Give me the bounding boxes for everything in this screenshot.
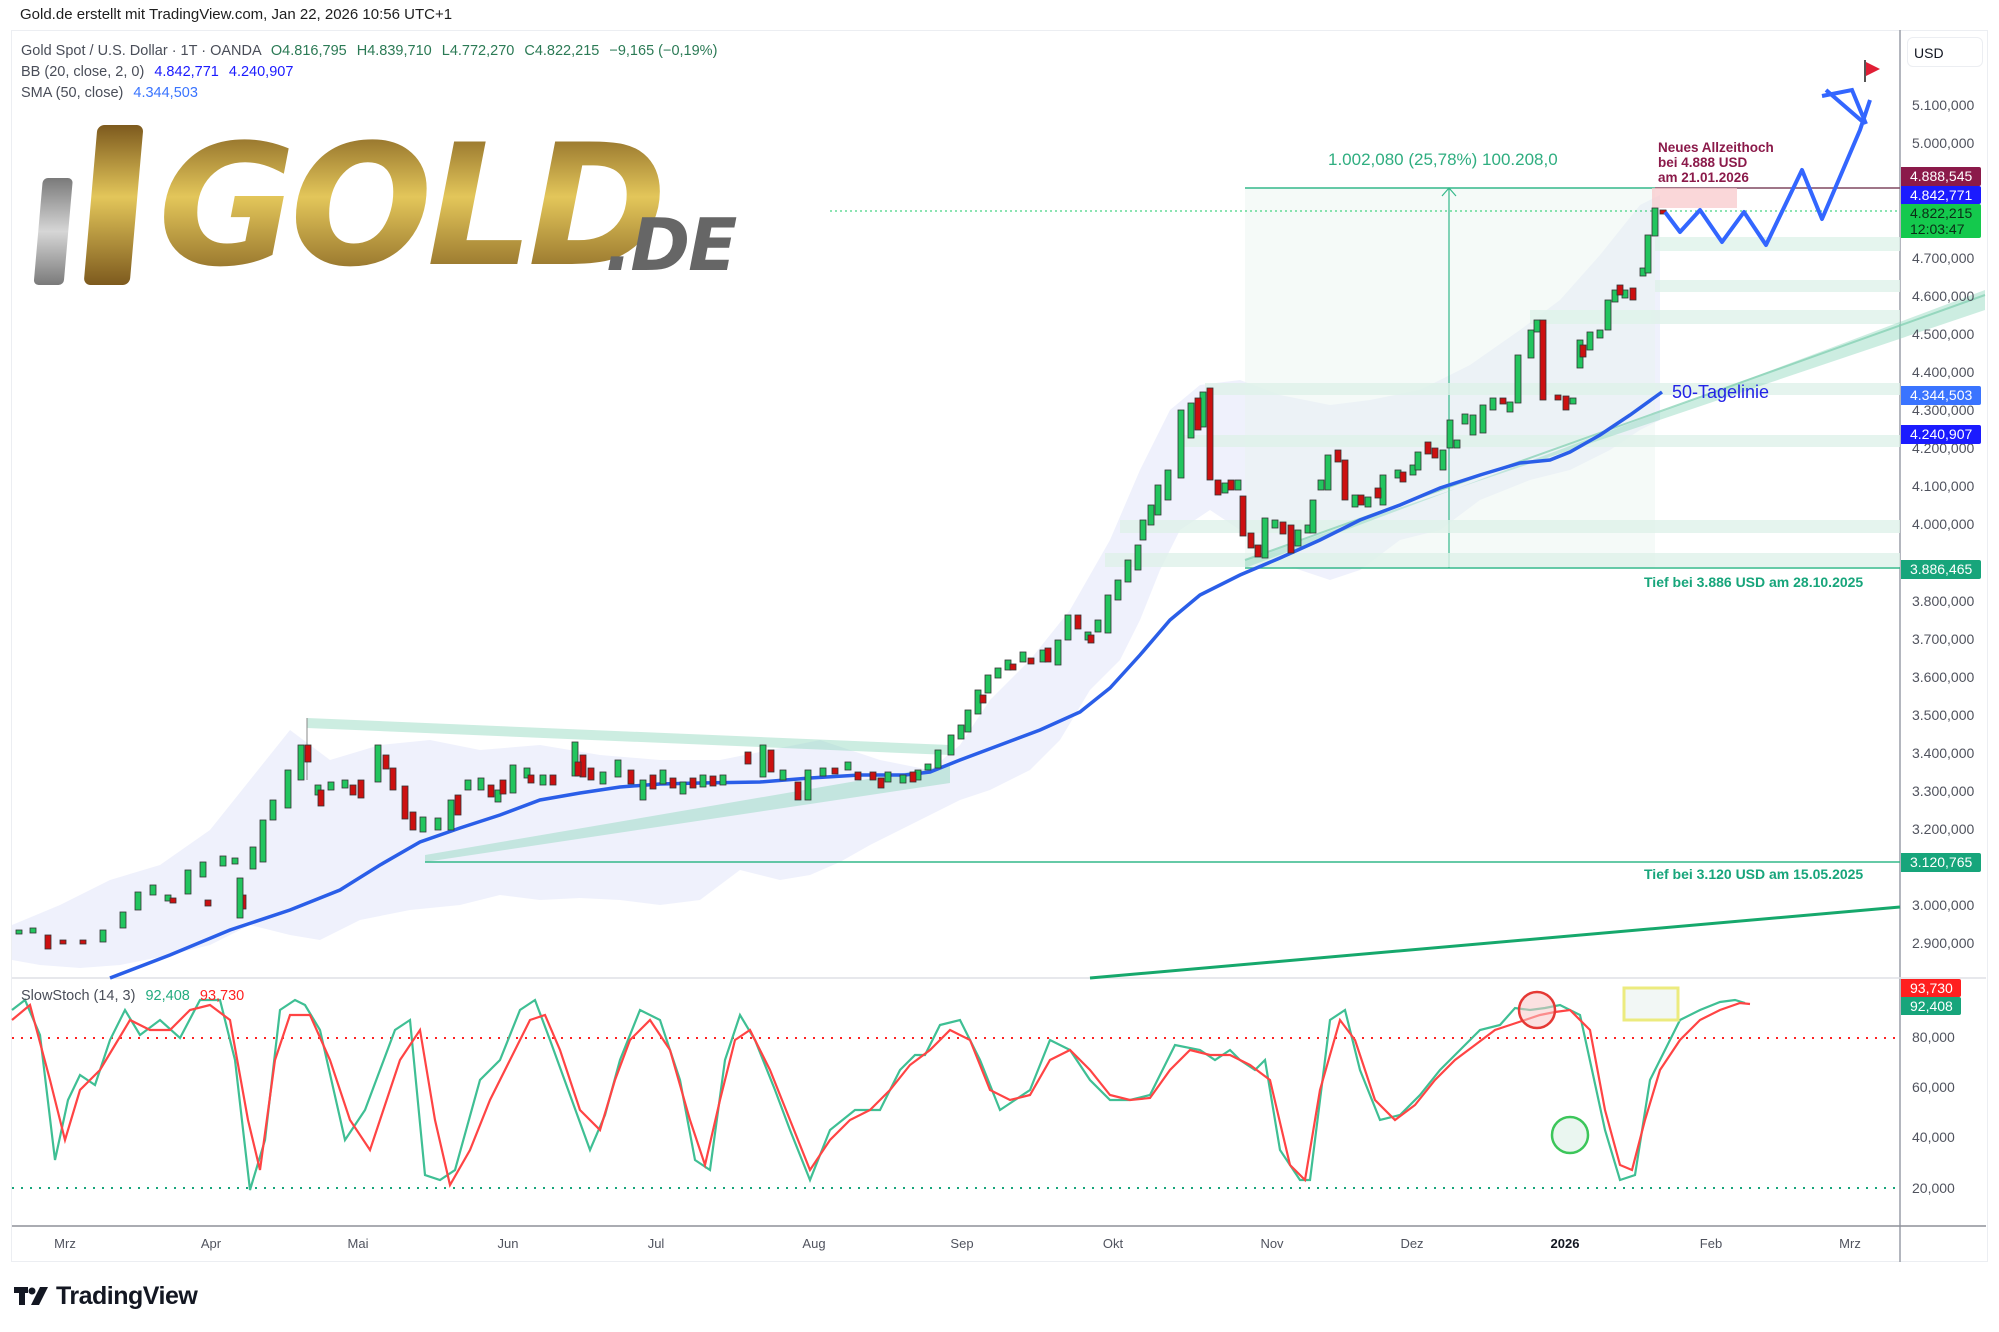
stoch-k-line [11,998,1746,1191]
stoch-d-value: 93,730 [199,988,245,1004]
symbol-name: Gold Spot / U.S. Dollar · 1T · OANDA [21,43,261,59]
stoch-oversold-circle [1550,1115,1590,1155]
bb-upper-price-tag: 4.842,771 [1901,186,1981,204]
triangle-upper-band [307,718,950,755]
gold-de-logo [33,125,143,285]
low-may-price-tag: 3.120,765 [1901,853,1981,872]
stoch-label: 80,000 [1912,1029,1955,1045]
price-label: 3.500,000 [1912,707,1975,723]
price-label: 4.000,000 [1912,516,1975,532]
stoch-label: 20,000 [1912,1180,1955,1196]
bar-countdown: 12:03:47 [1910,221,1965,237]
bb-lower-price-tag: 4.240,907 [1901,425,1981,444]
last-price-value: 4.822,215 [1910,205,1973,221]
ath-line-1: Neues Allzeithoch [1658,140,1774,155]
time-label: Apr [200,1236,222,1251]
sma-label: SMA (50, close) [21,85,124,101]
bb-upper-value: 4.842,771 [154,64,219,80]
chart-legend: Gold Spot / U.S. Dollar · 1T · OANDA O4.… [21,41,717,104]
price-label: 4.600,000 [1912,288,1975,304]
sma-row[interactable]: SMA (50, close) 4.344,503 [21,83,717,104]
price-label: 2.900,000 [1912,935,1975,951]
sma-price-tag: 4.344,503 [1901,386,1981,405]
symbol-row[interactable]: Gold Spot / U.S. Dollar · 1T · OANDA O4.… [21,41,717,62]
logo-suffix: .DE [605,203,737,287]
sma50-line [109,390,1664,980]
gold-de-logo-text: GOLD .DE [40,116,770,300]
low-oct-price-tag: 3.886,465 [1901,560,1981,579]
ath-price-tag: 4.888,545 [1901,167,1981,186]
time-label: Sep [950,1236,974,1251]
ath-annotation: Neues Allzeithoch bei 4.888 USD am 21.01… [1658,140,1774,185]
sma-annotation: 50-Tagelinie [1672,382,1770,402]
chart-caption: Gold.de erstellt mit TradingView.com, Ja… [20,6,453,23]
stoch-current-box [1622,986,1680,1022]
price-label: 4.300,000 [1912,402,1975,418]
time-label: Aug [802,1236,826,1251]
stoch-label: 40,000 [1912,1129,1955,1145]
stoch-d-line [11,1001,1751,1188]
last-price-tag: 4.822,215 12:03:47 [1901,204,1981,238]
tradingview-logo[interactable]: TradingView [14,1280,198,1312]
time-label: Jul [647,1236,665,1251]
price-label: 3.200,000 [1912,821,1975,837]
ohlc-open: O4.816,795 [270,43,347,59]
price-label: 4.500,000 [1912,326,1975,342]
ath-line-3: am 21.01.2026 [1658,170,1749,185]
time-label: Jun [497,1236,519,1251]
time-label-year: 2026 [1550,1236,1580,1251]
time-label: Nov [1260,1236,1284,1251]
price-label: 4.700,000 [1912,250,1975,266]
ath-line-2: bei 4.888 USD [1658,155,1748,170]
ohlc-close: C4.822,215 [524,43,600,59]
ath-zone [1652,188,1737,208]
time-label: Okt [1102,1236,1124,1251]
stoch-k-value: 92,408 [145,988,190,1004]
rising-trend-channel [1245,290,1985,568]
low-oct-annotation: Tief bei 3.886 USD am 28.10.2025 [1644,574,1864,590]
stoch-d-tag: 93,730 [1901,979,1961,997]
price-label: 5.100,000 [1912,97,1975,113]
price-label: 5.000,000 [1912,135,1975,151]
stoch-label: SlowStoch (14, 3) [21,988,136,1004]
price-label: 4.200,000 [1912,440,1975,456]
logo-word: GOLD [158,108,667,304]
price-label: 3.400,000 [1912,745,1975,761]
measure-range-box [1245,188,1655,568]
bb-lower-value: 4.240,907 [228,64,294,80]
bb-label: BB (20, close, 2, 0) [21,64,145,80]
stoch-legend[interactable]: SlowStoch (14, 3) 92,408 93,730 [21,988,244,1004]
price-label: 3.000,000 [1912,897,1975,913]
triangle-lower-band [425,765,950,862]
currency-button[interactable]: USD [1907,37,1983,67]
time-label: Dez [1400,1236,1424,1251]
tradingview-wordmark: TradingView [56,1281,198,1310]
time-label: Feb [1699,1236,1723,1251]
target-flag-icon [1866,62,1880,76]
candlesticks [15,207,1667,950]
low-may-annotation: Tief bei 3.120 USD am 15.05.2025 [1644,866,1864,882]
ohlc-high: H4.839,710 [356,43,432,59]
bb-row[interactable]: BB (20, close, 2, 0) 4.842,771 4.240,907 [21,62,717,83]
price-label: 3.700,000 [1912,631,1975,647]
long-term-trendline [1089,905,1901,980]
measure-label: 1.002,080 (25,78%) 100.208,0 [1328,150,1558,169]
time-label: Mrz [1839,1236,1861,1251]
price-label: 4.400,000 [1912,364,1975,380]
price-label: 4.100,000 [1912,478,1975,494]
forecast-arrow-path [1663,99,1872,247]
stoch-overbought-circle [1517,990,1557,1030]
stoch-label: 60,000 [1912,1079,1955,1095]
ohlc-low: L4.772,270 [441,43,515,59]
tradingview-icon [14,1287,48,1305]
price-label: 3.800,000 [1912,593,1975,609]
sma-value: 4.344,503 [133,85,198,101]
time-label: Mai [347,1236,369,1251]
price-label: 3.600,000 [1912,669,1975,685]
price-label: 3.300,000 [1912,783,1975,799]
stoch-k-tag: 92,408 [1901,997,1961,1015]
ohlc-change: −9,165 (−0,19%) [609,43,718,59]
time-label: Mrz [54,1236,76,1251]
